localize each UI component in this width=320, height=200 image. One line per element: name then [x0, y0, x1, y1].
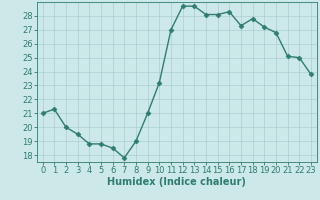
X-axis label: Humidex (Indice chaleur): Humidex (Indice chaleur)	[108, 177, 246, 187]
